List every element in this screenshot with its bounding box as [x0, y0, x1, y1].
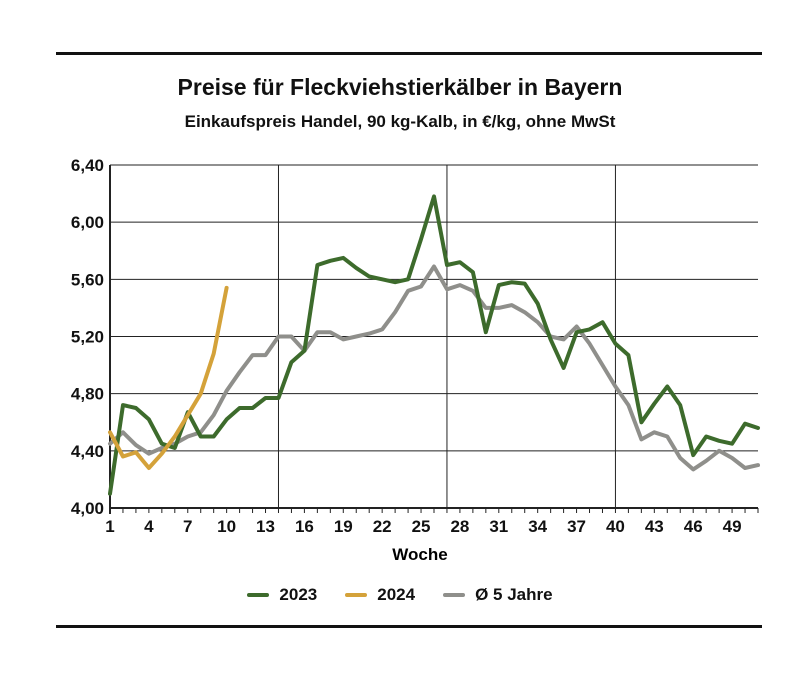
x-tick-label: 28	[450, 517, 469, 536]
chart-subtitle: Einkaufspreis Handel, 90 kg-Kalb, in €/k…	[184, 112, 616, 131]
grid	[109, 164, 758, 514]
legend-label: 2024	[377, 585, 416, 604]
legend-item: 2023	[247, 585, 317, 605]
top-rule	[56, 52, 762, 55]
y-tick-label: 4,40	[71, 442, 104, 461]
x-tick-label: 1	[105, 517, 114, 536]
y-tick-label: 6,00	[71, 213, 104, 232]
legend-swatch	[443, 593, 466, 597]
x-tick-label: 43	[645, 517, 664, 536]
legend-label: Ø 5 Jahre	[475, 585, 553, 604]
x-tick-label: 16	[295, 517, 314, 536]
x-tick-label: 4	[144, 517, 154, 536]
chart-title: Preise für Fleckviehstierkälber in Bayer…	[177, 74, 623, 100]
x-tick-label: 34	[528, 517, 547, 536]
y-tick-label: 4,80	[71, 385, 104, 404]
x-tick-label: 37	[567, 517, 586, 536]
x-tick-label: 46	[684, 517, 703, 536]
series-line-2024	[108, 285, 229, 470]
x-tick-label: 19	[334, 517, 353, 536]
x-tick-label: 7	[183, 517, 192, 536]
x-axis-ticks: 1 4 7 10 13 16 19 22 25 28 31 34 37 40 43 46 49	[105, 508, 759, 536]
x-tick-label: 49	[723, 517, 742, 536]
x-tick-label: 40	[606, 517, 625, 536]
x-tick-label: 22	[373, 517, 392, 536]
legend: 2023 2024 Ø 5 Jahre	[0, 585, 800, 605]
legend-swatch	[247, 593, 270, 597]
x-tick-label: 25	[412, 517, 431, 536]
bottom-rule	[56, 625, 762, 628]
x-tick-label: 31	[489, 517, 508, 536]
y-tick-label: 5,20	[71, 328, 104, 347]
x-tick-label: 13	[256, 517, 275, 536]
series-lines	[108, 194, 760, 496]
legend-label: 2023	[279, 585, 318, 604]
legend-swatch	[345, 593, 368, 597]
y-axis-ticks: 4,00 4,40 4,80 5,20 5,60 6,00 6,40	[71, 156, 104, 518]
x-tick-label: 10	[217, 517, 236, 536]
series-line-2023	[108, 194, 760, 496]
y-tick-label: 5,60	[71, 270, 104, 289]
series-line--5-jahre	[108, 264, 760, 472]
x-axis-label: Woche	[392, 545, 447, 564]
y-tick-label: 6,40	[71, 156, 104, 175]
y-tick-label: 4,00	[71, 499, 104, 518]
legend-item: 2024	[345, 585, 415, 605]
legend-item: Ø 5 Jahre	[443, 585, 553, 605]
